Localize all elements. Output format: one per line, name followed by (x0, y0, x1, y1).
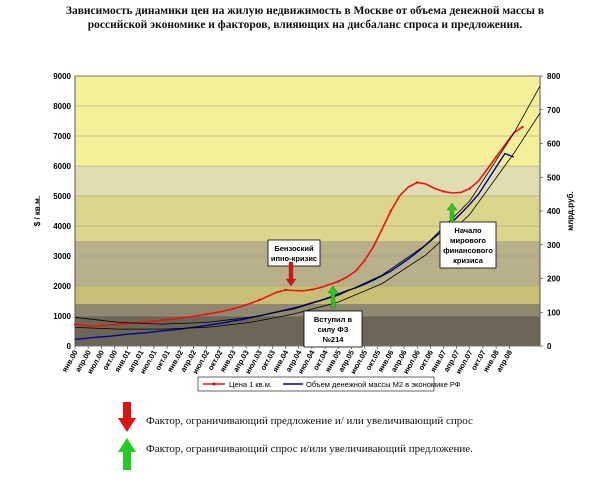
legend-price-marker (212, 382, 216, 386)
red-down-arrow-icon (118, 402, 136, 432)
legend-green-text: Фактор, ограничивающий спрос и/или увели… (146, 443, 473, 455)
y-tick-label: 0 (67, 342, 72, 351)
y2-tick-label: 200 (547, 275, 561, 284)
band-2 (75, 286, 540, 304)
y-axis-right: 0 100 200 300 400 500 600 700 800 (540, 72, 561, 351)
annotation-box (303, 310, 363, 348)
annotation-text: №214 (323, 335, 345, 344)
price-point (258, 298, 261, 302)
legend-m2-label: Объем денежной массы М2 в экономике РФ (306, 380, 461, 389)
series-price-line (74, 126, 523, 327)
series-lines (73, 85, 541, 340)
price-point (337, 280, 340, 283)
x-axis: янв.00апр.00июл.00окт.00янв.01апр.01июл.… (60, 346, 514, 376)
annotation-text: силу ФЗ (318, 325, 349, 334)
price-point (415, 181, 419, 184)
price-point (494, 155, 498, 159)
y-tick-label: 8000 (53, 102, 71, 111)
chart-svg: 0 1000 2000 3000 4000 5000 6000 7000 8000 9000 0 1… (33, 72, 575, 392)
trend-line-lower (74, 112, 541, 330)
red-arrow-icon (285, 261, 297, 287)
annotation-text: ипно-кризис (271, 254, 317, 263)
annotation-text: Вступил в (314, 315, 353, 324)
price-point (152, 319, 156, 323)
legend-box (197, 376, 435, 392)
legend-red-text: Фактор, ограничивающий предложение и/ ил… (146, 415, 473, 427)
y2-tick-label: 600 (547, 140, 561, 149)
price-point (179, 316, 182, 320)
y2-tick-label: 300 (547, 241, 561, 250)
price-point (100, 324, 103, 327)
green-arrow-icon (327, 285, 339, 309)
price-point (468, 187, 472, 190)
y-tick-label: 9000 (53, 72, 71, 81)
y2-tick-label: 800 (547, 72, 561, 81)
y-tick-label: 3000 (53, 252, 71, 261)
chart-legend: Цена 1 кв.м. Объем денежной массы М2 в эк… (197, 376, 461, 392)
chart-title: Зависимость динамики цен на жилую недвиж… (65, 5, 545, 31)
y2-tick-label: 0 (547, 342, 552, 351)
price-point (284, 288, 287, 292)
y-tick-label: 1000 (53, 312, 71, 321)
y-tick-label: 7000 (53, 132, 71, 141)
y2-tick-label: 500 (547, 173, 561, 182)
annotation-box (267, 239, 321, 267)
y-tick-label: 6000 (53, 162, 71, 171)
annotation-text: Бензоский (274, 244, 314, 253)
y2-tick-label: 700 (547, 106, 561, 115)
price-point (442, 190, 445, 193)
y-axis-left-title: $ / кв.м. (33, 196, 42, 226)
band-6 (75, 76, 540, 166)
y-tick-label: 5000 (53, 192, 71, 201)
y-axis-right-title: млрд.руб. (566, 191, 575, 230)
legend-price-label: Цена 1 кв.м. (229, 380, 272, 389)
price-point (231, 307, 235, 310)
trend-line-upper (74, 85, 541, 325)
price-point (310, 288, 314, 291)
annotation-text: кризиса (453, 256, 484, 265)
annotation-text: финансового (443, 246, 493, 255)
price-point (73, 323, 77, 326)
price-point (389, 209, 393, 213)
band-5 (75, 166, 540, 196)
green-arrow-icon (446, 202, 458, 223)
annotation-text: Начало (454, 226, 482, 235)
annotation-text: мирового (450, 236, 486, 245)
price-point (521, 125, 524, 129)
y-tick-label: 2000 (53, 282, 71, 291)
price-point (363, 259, 366, 262)
green-up-arrow-icon (118, 438, 136, 470)
y2-tick-label: 100 (547, 308, 561, 317)
annotation-box (439, 221, 497, 269)
y-axis-left: 0 1000 2000 3000 4000 5000 6000 7000 8000 9000 (53, 72, 71, 351)
price-point (205, 313, 208, 316)
plot-background (74, 75, 541, 347)
y2-tick-label: 400 (547, 207, 561, 216)
y-tick-label: 4000 (53, 222, 71, 231)
